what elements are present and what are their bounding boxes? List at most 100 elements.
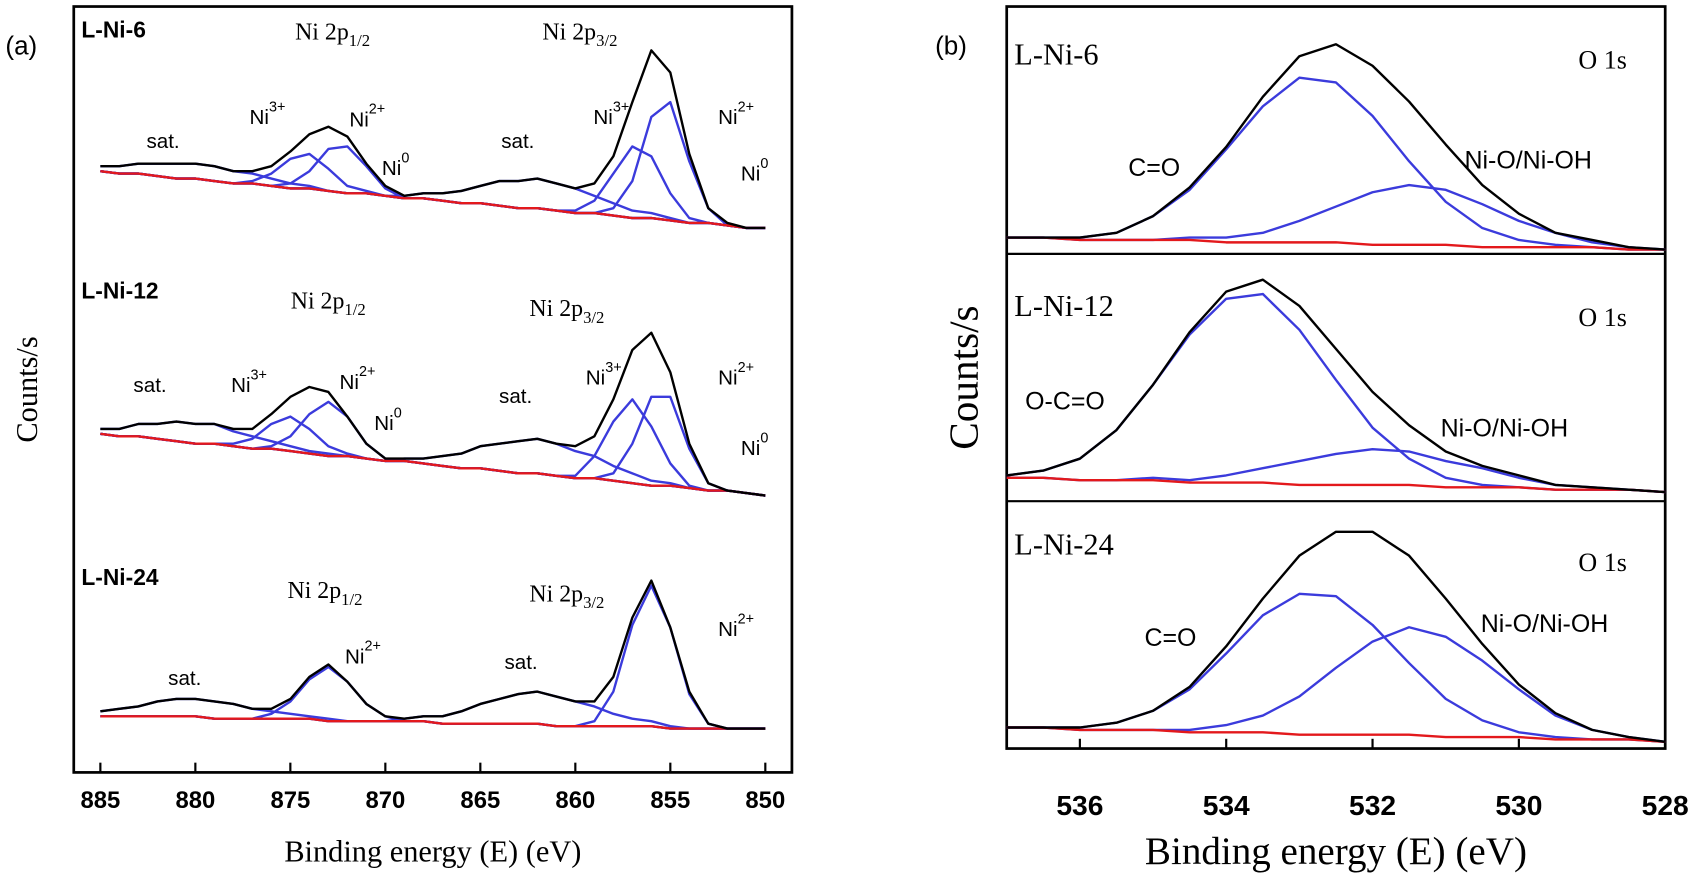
annotation-sub: 3/2 xyxy=(583,593,604,612)
spectrum-title: L-Ni-12 xyxy=(1014,289,1113,323)
annotation-sup: 2+ xyxy=(364,639,380,655)
annotation-sup: 3+ xyxy=(269,99,285,115)
annotation: Ni0 xyxy=(374,405,401,434)
annotation: O 1s xyxy=(1578,547,1626,576)
annotation: O 1s xyxy=(1578,302,1626,331)
annotation-text: Ni-O/Ni-OH xyxy=(1441,415,1568,443)
annotation: Ni0 xyxy=(382,150,409,179)
annotation-text: O-C=O xyxy=(1025,387,1105,415)
annotation-sub: 3/2 xyxy=(596,31,617,50)
y-axis-label: Counts/s xyxy=(10,336,44,442)
panel-label: (a) xyxy=(5,31,37,61)
x-tick-label: 870 xyxy=(365,787,405,814)
annotation: Ni2+ xyxy=(718,360,754,389)
annotation-sup: 3+ xyxy=(251,367,267,383)
annotation-text: O 1s xyxy=(1578,302,1626,331)
x-tick-label: 855 xyxy=(650,787,690,814)
annotation: Ni-O/Ni-OH xyxy=(1465,147,1592,175)
annotation-text: Ni xyxy=(382,157,401,180)
annotation-sup: 2+ xyxy=(738,99,754,115)
annotation: Ni 2p3/2 xyxy=(542,20,617,50)
panel-label: (b) xyxy=(935,31,967,61)
annotation-text: Ni xyxy=(741,162,760,185)
annotation-text: C=O xyxy=(1128,154,1180,182)
spectrum-curve xyxy=(100,49,766,230)
annotation-sup: 3+ xyxy=(613,99,629,115)
annotation: Ni3+ xyxy=(231,367,267,396)
x-tick-label: 860 xyxy=(555,787,595,814)
spectrum-curve xyxy=(100,395,766,497)
spectrum-curve xyxy=(100,715,766,730)
annotation-text: Ni xyxy=(718,366,737,389)
x-tick-label: 532 xyxy=(1349,789,1396,821)
annotation-text: Ni xyxy=(593,106,612,129)
spectrum-curve xyxy=(1006,43,1666,251)
annotation-sup: 0 xyxy=(760,430,768,446)
x-tick-label: 875 xyxy=(270,787,310,814)
annotation: sat. xyxy=(499,384,532,407)
annotation: C=O xyxy=(1144,624,1196,652)
spectrum-curve xyxy=(100,584,766,730)
annotation: Ni3+ xyxy=(586,360,622,389)
annotation-text: Ni xyxy=(741,437,760,460)
annotation-text: Ni 2p xyxy=(287,578,341,604)
annotation: Ni-O/Ni-OH xyxy=(1441,415,1568,443)
annotation: Ni2+ xyxy=(340,364,376,393)
annotation: Ni2+ xyxy=(718,611,754,640)
annotation-text: sat. xyxy=(499,384,532,407)
x-tick-label: 850 xyxy=(745,787,785,814)
annotation-sup: 0 xyxy=(760,156,768,172)
spectrum-curve xyxy=(1006,236,1666,251)
annotation: sat. xyxy=(133,374,166,397)
annotation-text: Ni xyxy=(718,618,737,641)
annotation-text: Ni xyxy=(340,370,359,393)
annotation: Ni 2p1/2 xyxy=(291,289,366,319)
spectrum-curve xyxy=(100,579,766,730)
annotation: sat. xyxy=(501,130,534,153)
x-axis-label: Binding energy (E) (eV) xyxy=(284,835,581,869)
annotation-text: Ni 2p xyxy=(295,20,349,46)
y-axis-label: Counts/s xyxy=(940,305,986,449)
annotation-text: Ni-O/Ni-OH xyxy=(1465,147,1592,175)
annotation: sat. xyxy=(168,667,201,690)
annotation-sup: 3+ xyxy=(605,360,621,376)
plot-frame xyxy=(72,5,794,774)
spectrum-title: L-Ni-6 xyxy=(1014,37,1098,71)
annotation-text: sat. xyxy=(146,130,179,153)
annotation-text: Ni xyxy=(349,108,368,131)
spectrum-curve xyxy=(1006,530,1666,744)
annotation: O 1s xyxy=(1578,45,1626,74)
spectrum-curve xyxy=(1006,278,1666,494)
annotation-text: Ni 2p xyxy=(529,582,583,608)
annotation-text: Ni xyxy=(250,106,269,129)
annotation-sub: 1/2 xyxy=(344,300,365,319)
annotation: Ni3+ xyxy=(593,99,629,128)
annotation-text: sat. xyxy=(501,130,534,153)
annotation-text: sat. xyxy=(133,374,166,397)
annotation-text: O 1s xyxy=(1578,45,1626,74)
annotation-text: Ni-O/Ni-OH xyxy=(1481,610,1608,638)
x-tick-label: 528 xyxy=(1642,789,1689,821)
annotation: Ni2+ xyxy=(345,639,381,668)
annotation-text: Ni xyxy=(231,374,250,397)
annotation-sup: 2+ xyxy=(738,611,754,627)
spectrum-curve xyxy=(100,162,766,230)
spectrum-title: L-Ni-24 xyxy=(1014,528,1113,562)
annotation: Ni 2p1/2 xyxy=(295,20,370,50)
annotation-text: Ni xyxy=(586,366,605,389)
annotation-sup: 2+ xyxy=(369,102,385,118)
annotation: Ni 2p3/2 xyxy=(529,582,604,612)
spectrum-curve xyxy=(100,170,766,230)
annotation: Ni 2p3/2 xyxy=(529,296,604,326)
annotation: Ni2+ xyxy=(349,102,385,131)
annotation: Ni2+ xyxy=(718,99,754,128)
spectrum-curve xyxy=(100,420,766,497)
spectrum-curve xyxy=(100,432,766,497)
spectrum-curve xyxy=(1006,726,1666,744)
plot-frame xyxy=(1005,5,1667,750)
spectrum-title: L-Ni-12 xyxy=(81,278,158,304)
x-tick-label: 534 xyxy=(1203,789,1250,821)
annotation-text: Ni xyxy=(374,412,393,435)
annotation: sat. xyxy=(504,650,537,673)
